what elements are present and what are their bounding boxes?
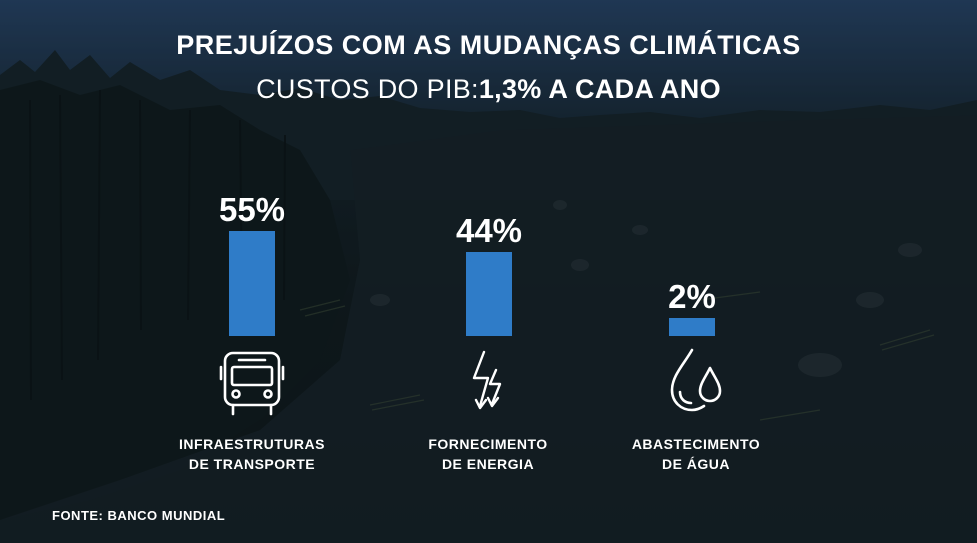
category-label-line: INFRAESTRUTURAS bbox=[179, 436, 325, 452]
chart-subtitle: CUSTOS DO PIB:1,3% A CADA ANO bbox=[0, 74, 977, 105]
value-label-1: 55% bbox=[219, 191, 285, 228]
lightning-icon bbox=[472, 350, 502, 410]
value-label-3: 2% bbox=[668, 278, 716, 315]
category-label-transporte: INFRAESTRUTURAS DE TRANSPORTE bbox=[152, 434, 352, 474]
category-label-line: FORNECIMENTO bbox=[428, 436, 548, 452]
subtitle-prefix: CUSTOS DO PIB: bbox=[256, 74, 479, 104]
source-note: FONTE: BANCO MUNDIAL bbox=[52, 508, 226, 523]
value-label-2: 44% bbox=[456, 212, 522, 249]
bar-1 bbox=[229, 231, 275, 336]
category-label-line: ABASTECIMENTO bbox=[631, 436, 761, 452]
category-label-agua: ABASTECIMENTO DE ÁGUA bbox=[596, 434, 796, 474]
category-label-line: DE TRANSPORTE bbox=[188, 456, 316, 472]
subtitle-value: 1,3% A CADA ANO bbox=[478, 74, 721, 104]
bus-icon bbox=[219, 351, 285, 416]
bar-3 bbox=[669, 318, 715, 336]
bar-2 bbox=[466, 252, 512, 336]
category-label-energia: FORNECIMENTO DE ENERGIA bbox=[388, 434, 588, 474]
chart-title: PREJUÍZOS COM AS MUDANÇAS CLIMÁTICAS bbox=[176, 30, 801, 60]
category-label-line: DE ÁGUA bbox=[661, 456, 731, 472]
water-drops-icon bbox=[670, 348, 722, 412]
category-label-line: DE ENERGIA bbox=[441, 456, 535, 472]
